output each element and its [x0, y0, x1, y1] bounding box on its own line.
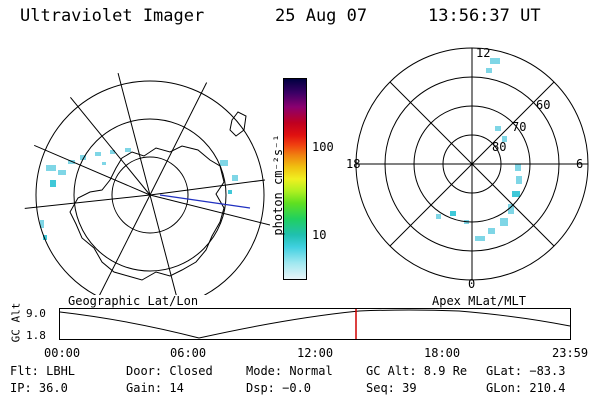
mlt-label-18: 18: [346, 157, 361, 171]
status-gc-alt: GC Alt: 8.9 Re: [366, 364, 468, 378]
aurora-emission-left: [40, 148, 238, 240]
altitude-curve: [59, 309, 571, 339]
timeline-xtick-1800: 18:00: [424, 346, 461, 360]
status-door: Door: Closed: [126, 364, 213, 378]
timeline-xtick-1200: 12:00: [297, 346, 334, 360]
colorbar-tick-10: 10: [312, 228, 327, 242]
status-glon: GLon: 210.4: [486, 381, 566, 395]
time-label: 13:56:37 UT: [428, 6, 541, 26]
status-ip: IP: 36.0: [10, 381, 68, 395]
aurora-emission-right: [436, 58, 522, 241]
status-gain: Gain: 14: [126, 381, 184, 395]
mlt-label-0: 0: [468, 277, 476, 291]
coastline: [69, 145, 225, 281]
mlat-label-80: 80: [492, 140, 507, 154]
mlat-label-70: 70: [512, 120, 527, 134]
colorbar-unit-label: photon cm⁻²s⁻¹: [271, 134, 285, 236]
colorbar: [283, 78, 307, 280]
date-label: 25 Aug 07: [275, 6, 368, 26]
timeline-xtick-0600: 06:00: [170, 346, 207, 360]
ground-track: [159, 194, 251, 209]
mlat-label-60: 60: [536, 98, 551, 112]
mlt-label-12: 12: [476, 46, 491, 60]
timeline-ytick-max: 9.0: [26, 307, 46, 320]
apex-map: [355, 47, 589, 281]
colorbar-tick-100: 100: [312, 140, 334, 154]
mlt-label-6: 6: [576, 157, 584, 171]
geographic-map: [24, 69, 270, 295]
timeline-xtick-0000: 00:00: [44, 346, 81, 360]
status-glat: GLat: −83.3: [486, 364, 566, 378]
timeline-y-label: GC Alt: [9, 302, 23, 343]
timeline-xtick-2359: 23:59: [552, 346, 589, 360]
altitude-timeline: [59, 308, 571, 340]
instrument-title: Ultraviolet Imager: [20, 6, 205, 26]
left-caption: Geographic Lat/Lon: [68, 294, 199, 308]
status-dsp: Dsp: −0.0: [246, 381, 312, 395]
status-seq: Seq: 39: [366, 381, 417, 395]
status-filter: Flt: LBHL: [10, 364, 76, 378]
timeline-ytick-min: 1.8: [26, 329, 46, 342]
right-caption: Apex MLat/MLT: [432, 294, 526, 308]
status-mode: Mode: Normal: [246, 364, 333, 378]
